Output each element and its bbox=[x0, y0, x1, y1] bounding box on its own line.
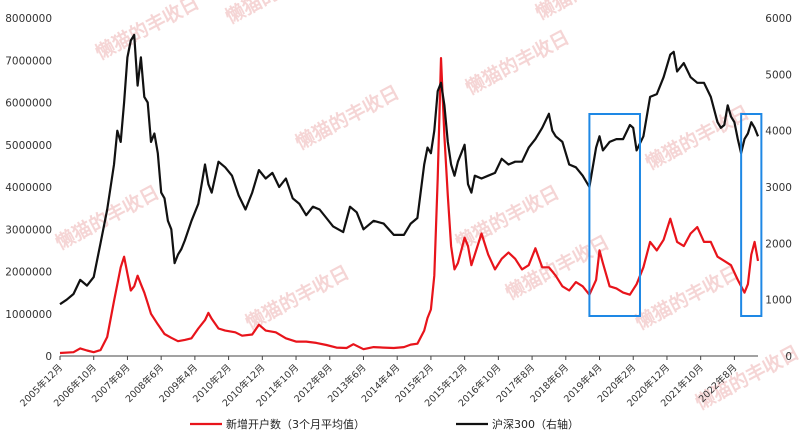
watermark-text: 懒猫的丰收日 bbox=[462, 26, 573, 100]
right-axis-tick-label: 3000 bbox=[765, 182, 792, 194]
left-axis-tick-label: 7000000 bbox=[5, 55, 52, 67]
left-axis-tick-label: 3000000 bbox=[5, 224, 52, 236]
left-axis-tick-label: 4000000 bbox=[5, 182, 52, 194]
right-axis-tick-label: 5000 bbox=[765, 69, 792, 81]
legend: 新增开户数（3个月平均值） 沪深300（右轴） bbox=[190, 417, 579, 431]
watermark-text: 懒猫的丰收日 bbox=[642, 101, 753, 175]
watermark-text: 懒猫的丰收日 bbox=[292, 81, 403, 155]
right-axis-tick-label: 4000 bbox=[765, 126, 792, 138]
watermark-text: 懒猫的丰收日 bbox=[52, 181, 163, 255]
series-layer bbox=[59, 33, 760, 355]
left-axis-tick-label: 2000000 bbox=[5, 267, 52, 279]
left-axis-tick-label: 8000000 bbox=[5, 13, 52, 25]
right-axis-tick-label: 2000 bbox=[765, 238, 792, 250]
watermark-text: 懒猫的丰收日 bbox=[502, 231, 613, 305]
watermark-text: 懒猫的丰收日 bbox=[222, 0, 333, 28]
watermark-text: 懒猫的丰收日 bbox=[452, 181, 563, 255]
watermark-text: 懒猫的丰收日 bbox=[92, 0, 203, 64]
left-axis-tick-label: 0 bbox=[45, 351, 52, 363]
watermark-text: 懒猫的丰收日 bbox=[242, 261, 353, 335]
left-axis-tick-label: 5000000 bbox=[5, 140, 52, 152]
watermark-text: 懒猫的丰收日 bbox=[692, 341, 800, 415]
right-axis-ticks: 0 1000 2000 3000 4000 5000 6000 bbox=[765, 13, 792, 363]
x-axis-ticks: 2005年12月2006年10月2007年8月2008年6月2009年4月201… bbox=[18, 356, 740, 409]
watermark-text: 懒猫的丰收日 bbox=[632, 261, 743, 335]
right-axis-tick-label: 6000 bbox=[765, 13, 792, 25]
highlight-box bbox=[588, 113, 641, 317]
watermark-text: 懒猫的丰收日 bbox=[532, 0, 643, 24]
highlight-box bbox=[740, 113, 763, 317]
series-line-hs300 bbox=[59, 33, 760, 306]
highlight-boxes bbox=[588, 113, 763, 317]
series-line-new-accounts bbox=[59, 57, 760, 355]
left-axis-ticks: 0 1000000 2000000 3000000 4000000 5000000 6000… bbox=[5, 13, 52, 363]
left-axis-tick-label: 6000000 bbox=[5, 98, 52, 110]
right-axis-tick-label: 0 bbox=[785, 351, 792, 363]
left-axis-tick-label: 1000000 bbox=[5, 309, 52, 321]
right-axis-tick-label: 1000 bbox=[765, 295, 792, 307]
legend-label-hs300: 沪深300（右轴） bbox=[492, 417, 579, 431]
legend-label-new-accounts: 新增开户数（3个月平均值） bbox=[226, 417, 365, 431]
